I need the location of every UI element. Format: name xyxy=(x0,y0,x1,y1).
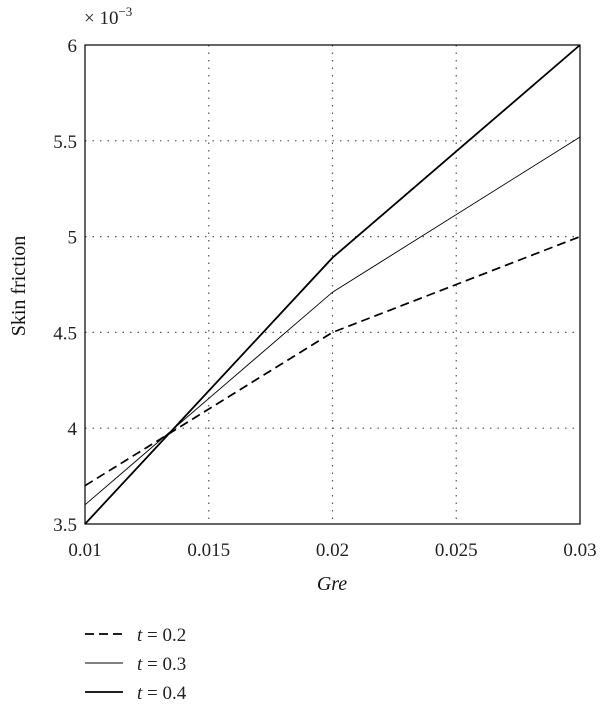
grid-lines xyxy=(85,45,580,524)
series-line-2 xyxy=(84,136,581,506)
series-lines xyxy=(84,44,581,525)
x-tick-label: 0.015 xyxy=(187,540,230,561)
legend-label-3: t = 0.4 xyxy=(137,683,187,704)
x-axis-title: Gre xyxy=(317,573,347,595)
y-tick-label: 4 xyxy=(68,419,78,440)
legend-label-1: t = 0.2 xyxy=(137,625,186,646)
x-tick-label: 0.02 xyxy=(316,540,349,561)
y-tick-label: 3.5 xyxy=(53,515,77,536)
series-line-1 xyxy=(84,235,581,487)
y-axis-multiplier: × 10−3 xyxy=(84,4,132,29)
y-tick-label: 6 xyxy=(68,36,78,57)
legend: t = 0.2 t = 0.3 t = 0.4 xyxy=(85,625,187,704)
plot-frame xyxy=(84,44,581,525)
y-tick-label: 5 xyxy=(68,228,78,249)
series-line-3 xyxy=(84,44,581,525)
legend-label-2: t = 0.3 xyxy=(137,654,186,675)
x-tick-label: 0.025 xyxy=(435,540,478,561)
x-tick-label: 0.01 xyxy=(68,540,101,561)
x-tick-label: 0.03 xyxy=(563,540,596,561)
tick-labels: 0.01 0.015 0.02 0.025 0.03 3.5 4 4.5 5 5.5 6 xyxy=(53,36,596,561)
y-tick-label: 4.5 xyxy=(53,323,77,344)
y-tick-label: 5.5 xyxy=(53,132,77,153)
y-axis-title: Skin friction xyxy=(8,236,30,337)
